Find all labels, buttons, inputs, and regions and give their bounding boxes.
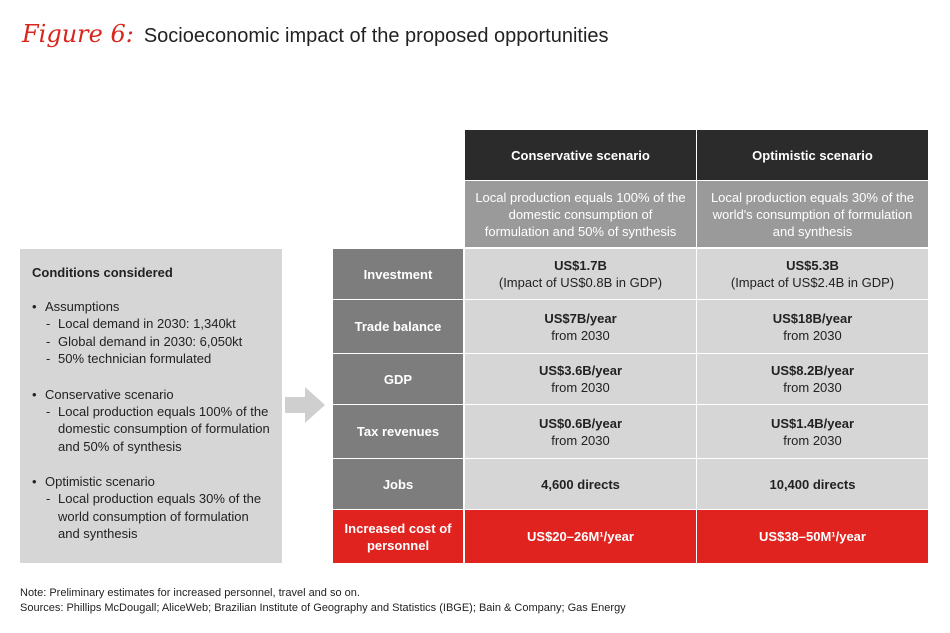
- row-label-trade-balance: Trade balance: [333, 300, 463, 353]
- condition-item: - Local production equals 30% of the worl…: [46, 491, 262, 541]
- table-cell: US$0.6B/year from 2030: [465, 405, 696, 458]
- condition-heading: • Optimistic scenario: [32, 474, 155, 489]
- table-cell: US$3.6B/year from 2030: [465, 354, 696, 404]
- table-cell: US$1.7B (Impact of US$0.8B in GDP): [465, 249, 696, 299]
- table-cell: US$1.4B/year from 2030: [697, 405, 928, 458]
- bullet-icon: •: [32, 386, 37, 402]
- row-label-jobs: Jobs: [333, 459, 463, 509]
- table-cell: US$18B/year from 2030: [697, 300, 928, 353]
- condition-group-assumptions: • Assumptions - Local demand in 2030: 1,34…: [32, 298, 270, 368]
- condition-heading: • Assumptions: [32, 299, 120, 314]
- column-header-optimistic: Optimistic scenario: [697, 130, 928, 180]
- table-cell-highlight: US$38–50M¹/year: [697, 510, 928, 563]
- condition-item: - Global demand in 2030: 6,050kt: [46, 333, 243, 349]
- row-label-increased-cost: Increased cost of personnel: [333, 510, 463, 563]
- dash-icon: -: [46, 351, 51, 366]
- dash-icon: -: [46, 403, 51, 419]
- right-arrow-icon: [285, 387, 325, 423]
- conditions-panel: Conditions considered • Assumptions - Loca…: [20, 249, 282, 563]
- note-text: Note: Preliminary estimates for increase…: [20, 587, 360, 599]
- condition-group-optimistic: • Optimistic scenario - Local production e…: [32, 473, 270, 543]
- column-description-conservative: Local production equals 100% of the dome…: [465, 181, 696, 247]
- bullet-icon: •: [32, 474, 37, 489]
- condition-item: -50% technician formulated: [46, 351, 212, 366]
- row-label-gdp: GDP: [333, 354, 463, 404]
- column-header-conservative: Conservative scenario: [465, 130, 696, 180]
- figure-title: Figure 6: Socioeconomic impact of the pr…: [22, 20, 609, 52]
- dash-icon: -: [46, 316, 51, 331]
- dash-icon: -: [46, 333, 51, 349]
- conditions-title: Conditions considered: [32, 265, 173, 280]
- figure-title-text: Socioeconomic impact of the proposed opp…: [143, 25, 609, 47]
- dash-icon: -: [46, 491, 51, 506]
- column-description-optimistic: Local production equals 30% of the world…: [697, 181, 928, 247]
- table-cell: US$7B/year from 2030: [465, 300, 696, 353]
- bullet-icon: •: [32, 299, 37, 314]
- figure-label: Figure 6:: [22, 20, 134, 48]
- table-cell-highlight: US$20–26M¹/year: [465, 510, 696, 563]
- table-cell: US$5.3B (Impact of US$2.4B in GDP): [697, 249, 928, 299]
- condition-item: - Local demand in 2030: 1,340kt: [46, 316, 236, 331]
- row-label-investment: Investment: [333, 249, 463, 299]
- table-cell: US$8.2B/year from 2030: [697, 354, 928, 404]
- condition-group-conservative: • Conservative scenario - Local production…: [32, 386, 270, 456]
- condition-item: - Local production equals 100% of the dom…: [46, 403, 270, 454]
- row-label-tax-revenues: Tax revenues: [333, 405, 463, 458]
- table-cell: 4,600 directs: [465, 459, 696, 509]
- table-cell: 10,400 directs: [697, 459, 928, 509]
- sources-text: Sources: Phillips McDougall; AliceWeb; B…: [20, 602, 626, 614]
- footnotes: Note: Preliminary estimates for increase…: [20, 586, 626, 616]
- condition-heading: • Conservative scenario: [32, 386, 174, 402]
